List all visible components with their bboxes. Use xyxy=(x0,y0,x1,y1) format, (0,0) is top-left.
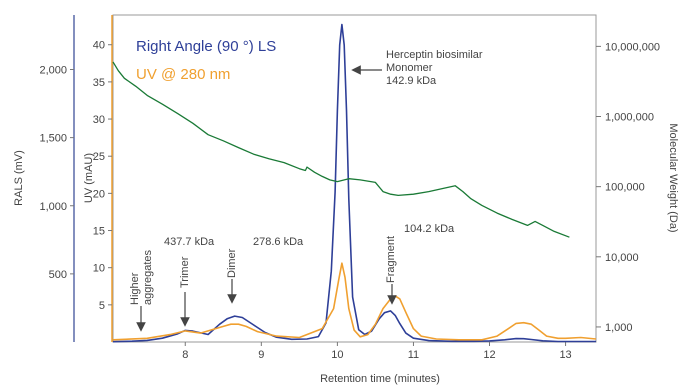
annotation-text: 437.7 kDa xyxy=(164,236,215,248)
series-mw-line xyxy=(112,61,570,238)
x-tick-label: 10 xyxy=(331,349,343,361)
series-uv-line xyxy=(112,262,597,341)
series-rals-line xyxy=(112,23,596,343)
annotation-text: Dimer xyxy=(226,248,238,278)
legend-rals: Right Angle (90 °) LS xyxy=(136,38,276,55)
uv-tick-label: 20 xyxy=(93,188,105,200)
x-tick-label: 12 xyxy=(483,349,495,361)
uv-tick-label: 10 xyxy=(93,263,105,275)
legend-uv: UV @ 280 nm xyxy=(136,66,230,83)
mw-tick-label: 10,000,000 xyxy=(605,41,660,53)
mw-tick-label: 100,000 xyxy=(605,182,645,194)
uv-tick-label: 25 xyxy=(93,151,105,163)
mw-tick-label: 1,000 xyxy=(605,322,633,334)
mw-tick-label: 10,000 xyxy=(605,252,639,264)
rals-tick-label: 1,500 xyxy=(39,133,67,145)
uv-tick-label: 30 xyxy=(93,114,105,126)
uv-tick-label: 40 xyxy=(93,40,105,52)
x-tick-label: 13 xyxy=(559,349,571,361)
annotation-text: Trimer xyxy=(179,256,191,288)
x-tick-label: 8 xyxy=(182,349,188,361)
rals-tick-label: 2,000 xyxy=(39,65,67,77)
uv-tick-label: 5 xyxy=(99,300,105,312)
rals-axis-label: RALS (mV) xyxy=(13,150,25,206)
mw-tick-label: 1,000,000 xyxy=(605,112,654,124)
uv-tick-label: 15 xyxy=(93,226,105,238)
x-tick-label: 9 xyxy=(258,349,264,361)
uv-tick-label: 35 xyxy=(93,77,105,89)
annotation-text: Herceptin biosimilar Monomer 142.9 kDa xyxy=(386,49,483,87)
mw-axis-label: Molecular Weight (Da) xyxy=(667,123,679,232)
rals-tick-label: 500 xyxy=(49,269,67,281)
x-axis-label: Retention time (minutes) xyxy=(320,373,440,385)
uv-axis-label: UV (mAU) xyxy=(83,153,95,203)
annotation-text: 104.2 kDa xyxy=(404,223,455,235)
annotation-text: Fragment xyxy=(385,236,397,283)
annotation-layer: Herceptin biosimilar Monomer 142.9 kDa High… xyxy=(129,49,483,332)
rals-tick-label: 1,000 xyxy=(39,201,67,213)
x-tick-label: 11 xyxy=(408,349,419,361)
annotation-text: Higheraggregates xyxy=(129,249,154,305)
ticks-layer: 8 9 10 11 12 13 500 1,000 1,500 2,000 5 10 15 20 25 30 3… xyxy=(39,40,660,361)
plot-area xyxy=(112,14,597,343)
annotation-text: 278.6 kDa xyxy=(253,236,304,248)
series-layer xyxy=(112,23,597,343)
